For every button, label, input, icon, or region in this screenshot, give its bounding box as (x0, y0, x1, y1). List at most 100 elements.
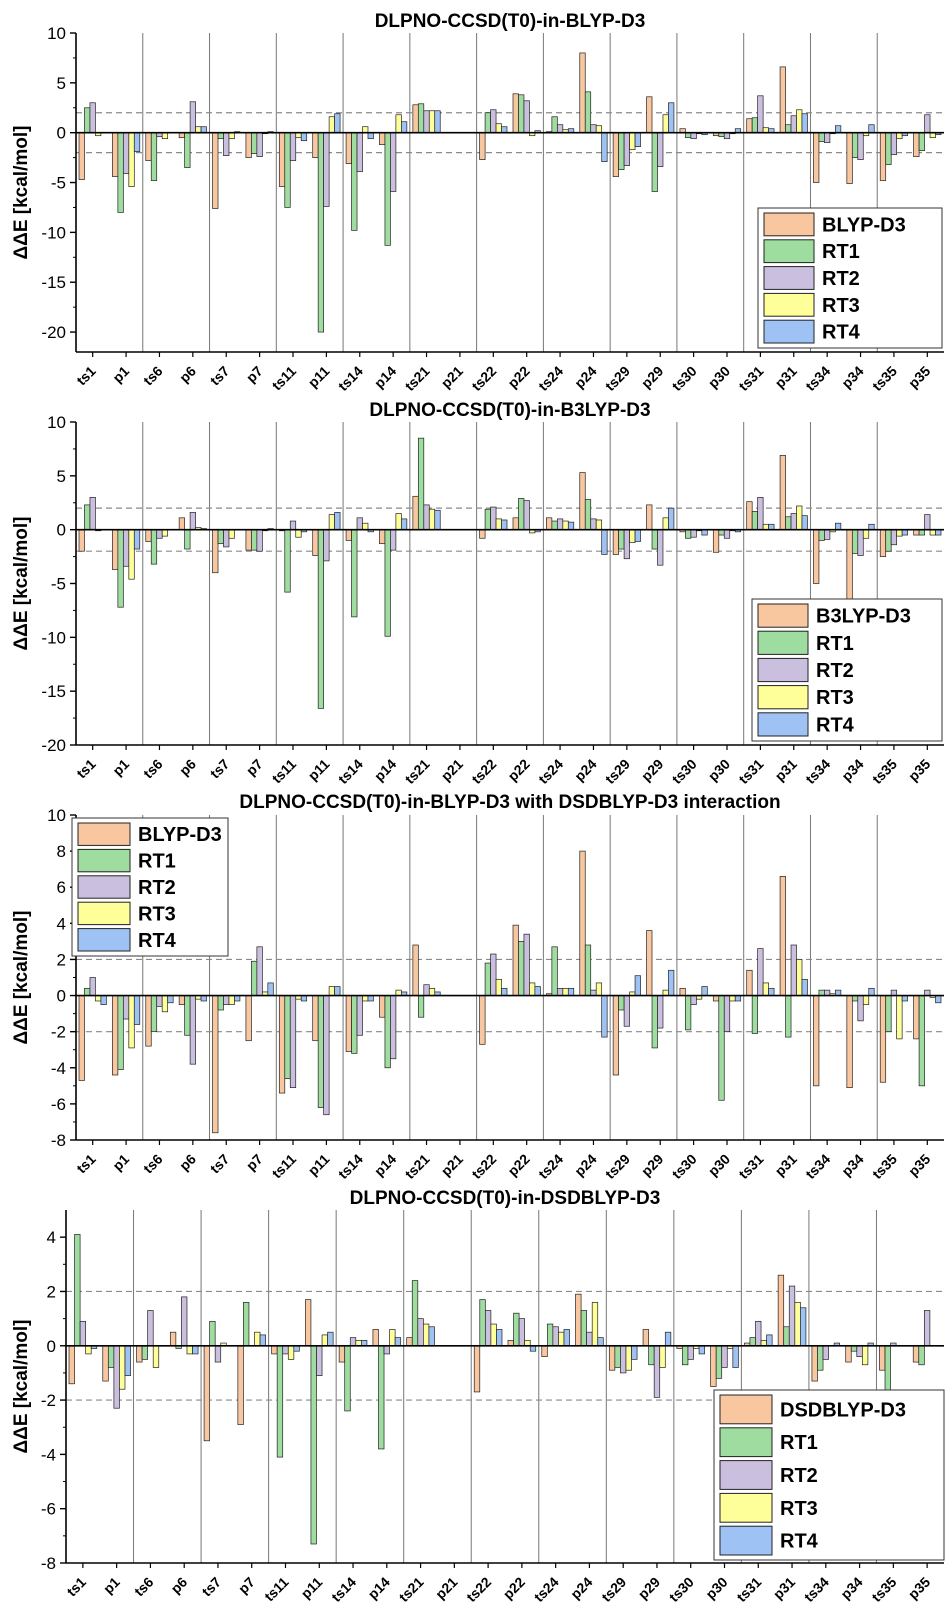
x-tick-label: p29 (635, 1574, 664, 1603)
x-tick-label: ts24 (535, 1151, 566, 1182)
bar-p14-BLYP-D3 (379, 995, 386, 1018)
bar-p7-RT4 (259, 1334, 266, 1347)
x-tick-label: ts1 (73, 1151, 99, 1177)
bar-p34-RT4 (868, 987, 875, 996)
x-tick-label: p29 (638, 756, 667, 785)
bar-ts7-RT1 (217, 529, 224, 545)
bar-p1-RT4 (124, 1345, 131, 1376)
bar-p29-RT2 (653, 1345, 661, 1398)
bar-ts31-RT4 (766, 1334, 773, 1347)
bar-p14-RT3 (395, 114, 402, 134)
bar-p35-RT4 (935, 995, 942, 1004)
bar-ts22-BLYP-D3 (479, 995, 486, 1045)
bar-p22-RT1 (518, 498, 525, 531)
x-tick-label: ts34 (802, 1151, 833, 1182)
bar-p34-RT4 (868, 124, 875, 134)
bar-ts29-RT4 (634, 132, 641, 148)
x-tick-label: p11 (305, 363, 333, 391)
bar-p22-RT3 (529, 982, 536, 996)
x-tick-label: p35 (905, 1574, 934, 1603)
bar-ts35-RT2 (890, 989, 898, 996)
y-tick-label: 6 (57, 878, 66, 897)
bar-ts22-RT1 (484, 962, 491, 996)
bar-p24-RT3 (595, 519, 603, 531)
bar-p14-RT4 (394, 1337, 402, 1347)
x-tick-label: ts29 (602, 1151, 633, 1182)
bar-ts11-BLYP-D3 (278, 995, 286, 1094)
bar-ts11-RT2 (289, 520, 297, 531)
bar-ts24-RT3 (562, 987, 569, 996)
legend-label: RT1 (816, 633, 854, 655)
bar-ts34-RT4 (835, 989, 842, 996)
bar-ts31-RT2 (755, 1320, 762, 1347)
legend: B3LYP-D3 RT1 RT2 RT3 RT4 (751, 598, 943, 742)
x-tick-label: ts22 (468, 1151, 499, 1182)
bar-ts35-RT2 (890, 529, 898, 546)
bar-p11-RT2 (323, 132, 330, 207)
y-tick-label: -8 (51, 1131, 66, 1150)
legend-swatch (763, 239, 815, 264)
bar-ts31-RT1 (751, 117, 758, 134)
bar-ts22-RT3 (495, 978, 502, 996)
bar-p29-RT2 (657, 529, 664, 566)
x-tick-label: p21 (438, 756, 467, 785)
bar-ts11-RT2 (289, 995, 297, 1088)
bar-ts7-BLYP-D3 (212, 995, 219, 1134)
bar-ts11-RT4 (293, 1345, 300, 1352)
bar-ts22-RT1 (484, 112, 491, 134)
bar-ts14-RT4 (367, 132, 374, 140)
bar-p35-BLYP-D3 (913, 132, 920, 157)
x-tick-label: ts6 (131, 1574, 157, 1600)
bar-p24-RT2 (586, 1331, 593, 1347)
bar-p11-RT4 (327, 1331, 334, 1347)
bar-ts22-RT2 (490, 109, 497, 134)
y-tick-label: 5 (57, 467, 66, 486)
bar-ts6-RT1 (150, 132, 158, 181)
legend-swatch (77, 901, 131, 926)
bar-ts22-RT3 (495, 123, 502, 134)
bar-p30-RT1 (715, 1345, 723, 1379)
bar-ts7-RT1 (209, 1320, 216, 1347)
x-tick-label: p11 (305, 756, 333, 784)
bar-ts14-RT2 (349, 1337, 357, 1347)
bar-ts34-BLYP-D3 (813, 995, 820, 1087)
bar-p11-RT2 (323, 995, 330, 1116)
x-tick-label: p35 (905, 1151, 934, 1180)
bar-ts21-RT1 (417, 995, 425, 1018)
bar-ts22-BLYP-D3 (479, 132, 486, 160)
bar-ts1-BLYP-D3 (78, 995, 85, 1081)
bar-p7-BLYP-D3 (245, 995, 252, 1042)
bar-ts24-RT4 (567, 987, 575, 996)
x-tick-label: p21 (438, 1151, 467, 1180)
x-tick-label: p31 (772, 363, 801, 392)
bar-p29-RT3 (662, 114, 669, 134)
bar-p31-RT1 (785, 124, 792, 134)
bar-p34-B3LYP-D3 (846, 529, 853, 603)
bar-p31-RT4 (800, 1307, 807, 1347)
bar-p29-RT3 (662, 989, 669, 996)
bar-ts29-RT2 (623, 995, 630, 1027)
bar-ts6-RT3 (161, 995, 169, 1013)
y-tick-label: 0 (57, 124, 66, 143)
bar-ts6-RT1 (150, 995, 158, 1033)
legend-label: RT4 (780, 1531, 819, 1553)
bar-p24-BLYP-D3 (579, 52, 586, 134)
bar-ts24-RT3 (562, 520, 569, 531)
bar-ts7-RT1 (217, 995, 224, 1011)
bar-ts14-RT3 (362, 522, 369, 531)
x-tick-label: ts7 (207, 363, 233, 389)
bar-ts22-RT4 (501, 519, 508, 531)
x-tick-label: ts29 (602, 756, 633, 787)
y-tick-label: -5 (51, 575, 66, 594)
bar-p29-RT3 (659, 1345, 666, 1368)
bar-p11-RT2 (316, 1345, 323, 1376)
y-tick-label: 2 (57, 950, 66, 969)
bar-ts31-BLYP-D3 (746, 969, 753, 996)
bar-p29-BLYP-D3 (646, 930, 653, 996)
y-tick-label: -4 (51, 1059, 66, 1078)
bar-p31-RT2 (788, 1285, 796, 1347)
bar-p22-RT2 (523, 933, 530, 996)
bar-p22-BLYP-D3 (512, 924, 519, 996)
bar-ts1-B3LYP-D3 (78, 529, 85, 552)
bar-p30-RT2 (723, 132, 731, 140)
